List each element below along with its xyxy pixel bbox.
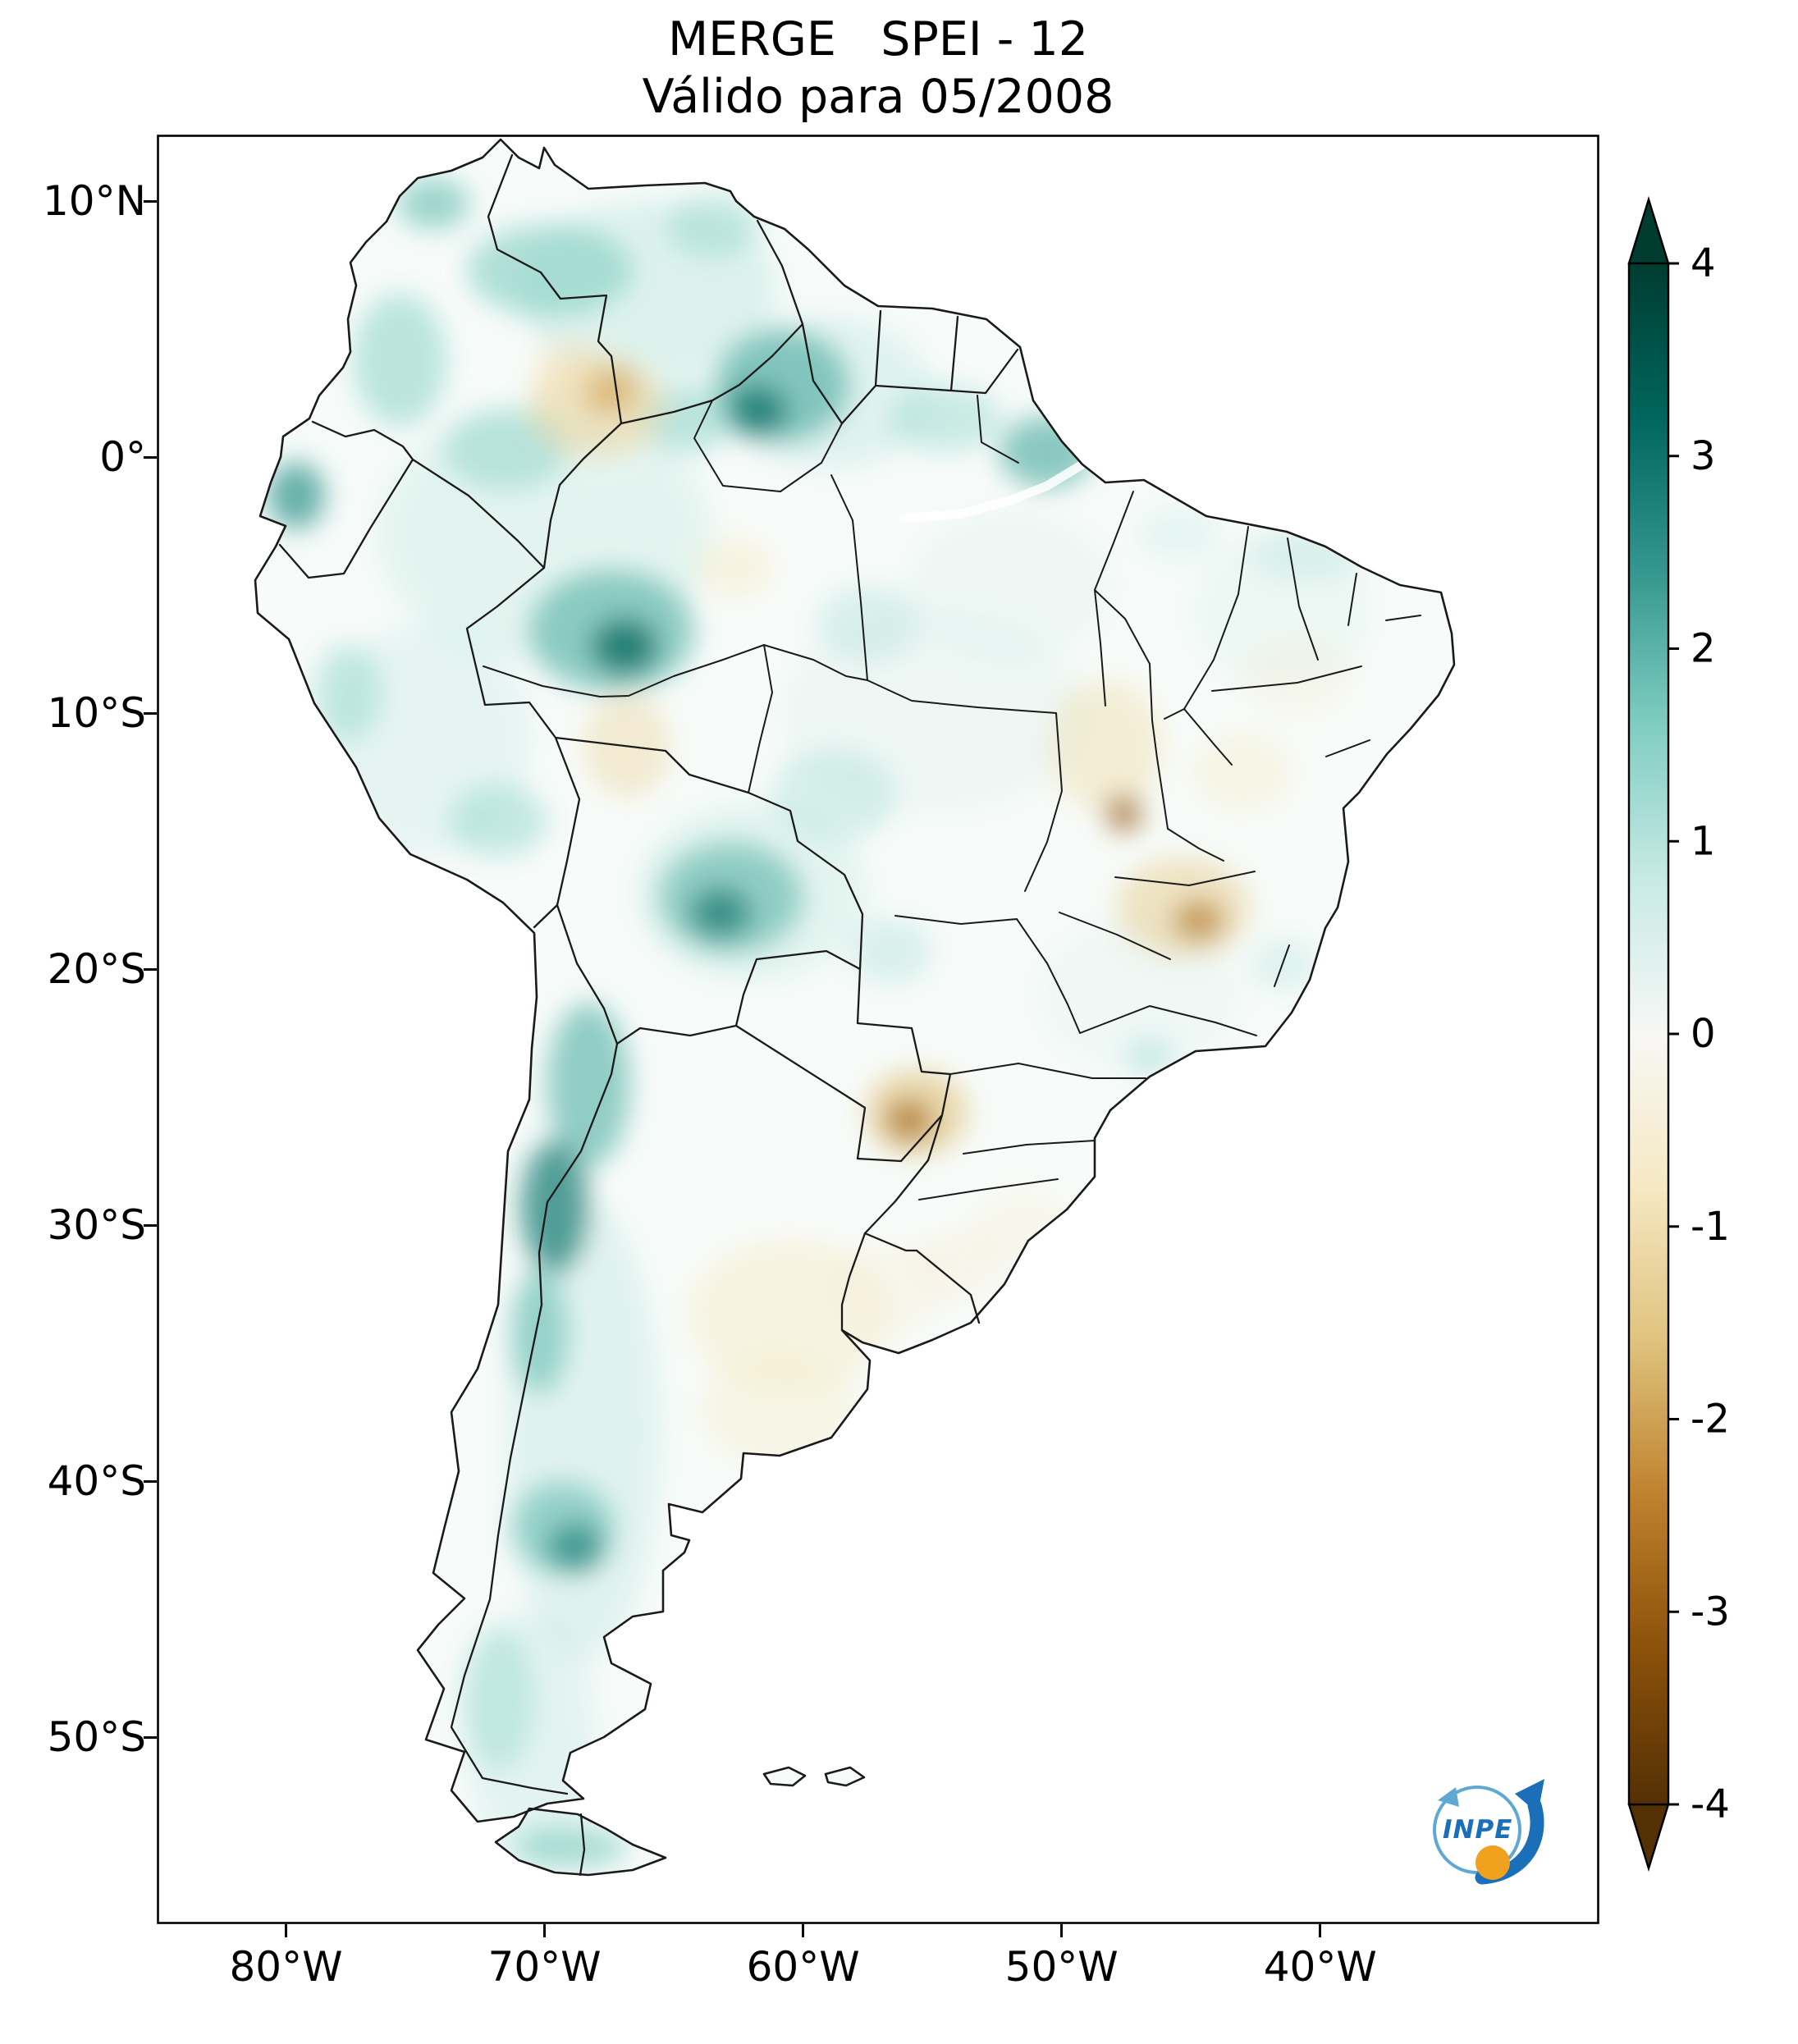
logo-arrowhead-icon	[1515, 1779, 1544, 1813]
colorbar-tick-label: 2	[1690, 626, 1716, 672]
spei-region-blob	[689, 887, 752, 939]
spei-region-blob	[521, 1141, 589, 1274]
spei-region-blob	[771, 748, 896, 842]
spei-region-blob	[513, 1827, 628, 1868]
amazon-river-mouth	[899, 460, 1087, 524]
colorbar-tick-label: -3	[1690, 1589, 1730, 1635]
brazil-state-borders	[483, 395, 1421, 1200]
spei-region-blob	[1000, 416, 1093, 488]
colorbar-extend-max	[1627, 195, 1670, 265]
spei-region-blob	[816, 585, 920, 662]
y-axis-tick-label: 30°S	[47, 1201, 146, 1250]
colorbar-gradient-bar	[1627, 262, 1670, 1806]
y-axis-tick-label: 20°S	[47, 945, 146, 994]
colorbar-tick-label: 4	[1690, 240, 1716, 286]
y-axis-tick-label: 10°S	[47, 689, 146, 738]
x-axis-tick-label: 50°W	[1004, 1943, 1119, 1991]
spei-region-blob	[885, 1100, 933, 1141]
spei-region-blob	[510, 1271, 568, 1395]
y-axis-tick-label: 40°S	[47, 1457, 146, 1506]
x-axis-tick-label: 60°W	[746, 1943, 860, 1991]
spei-region-blob	[467, 224, 633, 317]
spei-region-blob	[699, 1353, 855, 1466]
spei-region-blob	[849, 917, 933, 985]
x-axis-tick-mark	[285, 1924, 288, 1937]
spei-region-blob	[547, 1522, 605, 1574]
spei-region-blob	[697, 536, 775, 598]
spei-region-blob	[397, 178, 470, 230]
south-america-spei-map	[157, 135, 1599, 1924]
spei-region-blob	[725, 385, 788, 437]
y-axis-tick-mark	[144, 1223, 157, 1227]
mainland-coastline	[254, 138, 1456, 1823]
tierra-del-fuego-coastline	[494, 1807, 667, 1877]
spei-region-blob	[461, 1627, 534, 1771]
y-axis-tick-mark	[144, 1735, 157, 1739]
x-axis-tick-mark	[543, 1924, 547, 1937]
coastline	[254, 138, 1456, 1877]
spei-region-blob	[314, 643, 382, 742]
spei-region-blob	[1191, 731, 1295, 813]
chart-title: MERGE SPEI - 12	[667, 12, 1089, 66]
spei-region-blob	[534, 339, 607, 396]
y-axis-tick-mark	[144, 455, 157, 459]
colorbar-tick-label: 3	[1690, 433, 1716, 479]
spei-region-blob	[1105, 795, 1142, 831]
y-axis-tick-mark	[144, 1479, 157, 1483]
spei-region-blob	[1250, 938, 1318, 990]
spei-region-blob	[1048, 679, 1163, 813]
spei-region-blob	[666, 195, 760, 258]
y-axis-tick-mark	[144, 199, 157, 203]
y-axis-tick-label: 10°N	[42, 177, 146, 226]
spei-region-blob	[1247, 528, 1362, 580]
colorbar-tick-label: 1	[1690, 818, 1716, 864]
y-axis-tick-mark	[144, 711, 157, 715]
colorbar-tick-label: -4	[1690, 1781, 1730, 1827]
x-axis-tick-label: 80°W	[229, 1943, 343, 1991]
spei-region-blob	[888, 385, 1003, 452]
spei-region-blob	[912, 1228, 1005, 1300]
spei-region-blob	[1123, 1038, 1176, 1075]
logo-orange-dot-icon	[1475, 1845, 1510, 1880]
colorbar: 4 3 2 1 0 -1 -2 -3 -4	[1627, 195, 1730, 1873]
x-axis-tick-label: 40°W	[1263, 1943, 1377, 1991]
x-axis-tick-mark	[802, 1924, 805, 1937]
colorbar-extend-min	[1627, 1803, 1670, 1873]
colorbar-tick-label: 0	[1690, 1011, 1716, 1057]
y-axis-tick-label: 50°S	[47, 1713, 146, 1762]
logo-text: INPE	[1443, 1815, 1512, 1845]
spei-region-blob	[1173, 899, 1225, 941]
x-axis-tick-label: 70°W	[487, 1943, 602, 1991]
spei-region-blob	[268, 462, 325, 529]
falkland-coastlines	[762, 1766, 866, 1787]
x-axis-tick-mark	[1060, 1924, 1064, 1937]
plot-frame	[157, 135, 1599, 1924]
spei-region-blob	[1137, 508, 1219, 560]
spei-region-blob	[906, 508, 1114, 662]
spei-region-blob	[449, 784, 547, 857]
spei-region-blob	[591, 618, 659, 675]
y-axis-tick-mark	[144, 967, 157, 971]
inpe-logo: INPE	[1433, 1779, 1544, 1885]
colorbar-ticks: 4 3 2 1 0 -1 -2 -3 -4	[1668, 240, 1730, 1827]
chart-subtitle: Válido para 05/2008	[642, 70, 1114, 124]
country-borders	[278, 153, 1019, 1877]
spei-region-blob	[353, 293, 446, 427]
spei-region-blob	[1240, 636, 1354, 719]
spei-raster-layer	[268, 178, 1372, 1868]
logo-swirl-arrowhead-icon	[1438, 1787, 1459, 1807]
colorbar-tick-label: -1	[1690, 1204, 1730, 1250]
x-axis-tick-mark	[1319, 1924, 1322, 1937]
spei-region-blob	[506, 1200, 661, 1661]
spei-region-blob	[547, 1002, 630, 1167]
colorbar-tick-label: -2	[1690, 1397, 1730, 1443]
y-axis-tick-label: 0°	[99, 433, 146, 482]
